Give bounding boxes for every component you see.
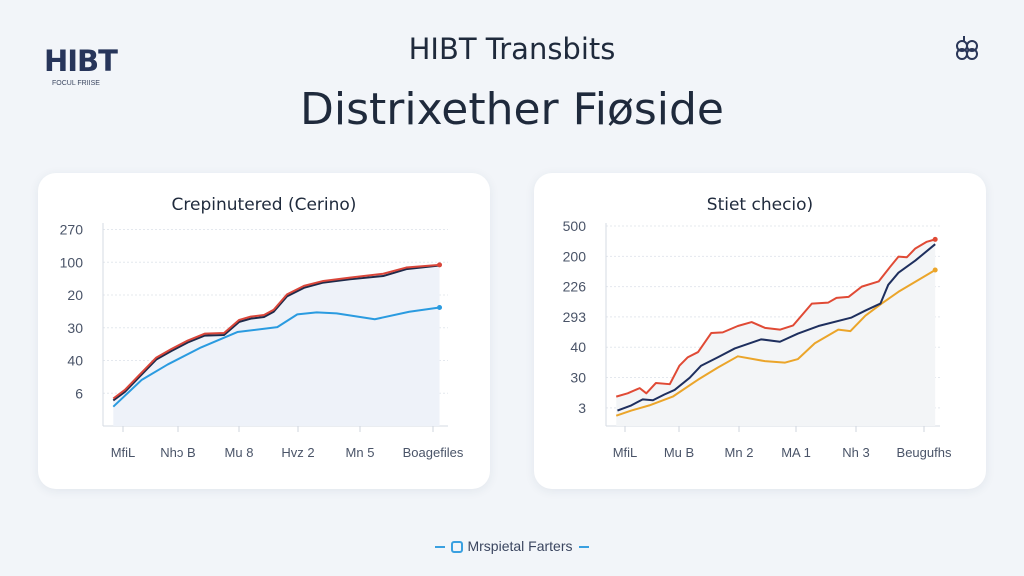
y-tick-label: 270 bbox=[60, 222, 84, 238]
data-point bbox=[932, 236, 938, 242]
y-tick-label: 20 bbox=[67, 287, 83, 303]
data-point bbox=[932, 267, 938, 273]
chart-card-right: Stiet checio) 3 30 40 293 226 200 500 MfiL Mu B Mn… bbox=[534, 173, 986, 489]
y-tick-label: 293 bbox=[563, 309, 587, 325]
y-tick-label: 100 bbox=[60, 254, 84, 270]
x-tick-label: Mn 2 bbox=[725, 445, 754, 460]
logo: HIBT FOCUL FRIISE bbox=[44, 44, 118, 87]
line-chart-left: Crepinutered (Cerino) 6 40 30 20 100 270 MfiL Nh… bbox=[60, 195, 464, 460]
series-line bbox=[112, 263, 440, 400]
x-tick-label: Mu 8 bbox=[225, 445, 254, 460]
y-tick-label: 40 bbox=[67, 353, 83, 369]
x-tick-label: MA 1 bbox=[781, 445, 811, 460]
x-tick-label: Mu B bbox=[664, 445, 694, 460]
chart-card-left: Crepinutered (Cerino) 6 40 30 20 100 270 MfiL Nh… bbox=[38, 173, 490, 489]
divider bbox=[435, 546, 446, 549]
chart-title: Crepinutered (Cerino) bbox=[172, 195, 357, 215]
page-subtitle: Distrixether Fiøside bbox=[299, 84, 725, 135]
y-tick-label: 3 bbox=[578, 400, 586, 416]
y-tick-label: 30 bbox=[570, 370, 586, 386]
flower-knot-icon bbox=[956, 36, 978, 60]
footer: Mrspietal Farters bbox=[0, 538, 1024, 554]
area-fill bbox=[616, 239, 936, 426]
y-tick-label: 200 bbox=[563, 248, 587, 264]
logo-text: HIBT bbox=[44, 44, 118, 78]
y-tick-label: 30 bbox=[67, 320, 83, 336]
x-tick-label: Beugufhs bbox=[897, 445, 952, 460]
x-tick-label: Boagefiles bbox=[403, 445, 464, 460]
series-line bbox=[617, 243, 936, 412]
page-title: HIBT Transbits bbox=[408, 32, 616, 66]
x-tick-label: MfiL bbox=[613, 445, 638, 460]
line-chart-right: Stiet checio) 3 30 40 293 226 200 500 MfiL Mu B Mn… bbox=[563, 195, 952, 460]
x-tick-label: Hvz 2 bbox=[281, 445, 314, 460]
series-line bbox=[112, 306, 440, 408]
y-tick-label: 40 bbox=[570, 339, 586, 355]
x-tick-label: Nhɔ B bbox=[160, 445, 195, 460]
divider bbox=[578, 546, 589, 549]
area-fill bbox=[113, 264, 440, 426]
series-line bbox=[112, 264, 440, 402]
series-line bbox=[615, 238, 936, 398]
x-tick-label: Nh 3 bbox=[842, 445, 869, 460]
y-tick-label: 226 bbox=[563, 279, 587, 295]
data-point bbox=[437, 304, 443, 310]
x-tick-label: Mn 5 bbox=[346, 445, 375, 460]
instagram-icon[interactable] bbox=[451, 541, 464, 554]
y-tick-label: 500 bbox=[563, 218, 587, 234]
data-point bbox=[437, 262, 443, 268]
chart-title: Stiet checio) bbox=[707, 195, 813, 215]
footer-text[interactable]: Mrspietal Farters bbox=[467, 538, 573, 554]
y-tick-label: 6 bbox=[75, 385, 83, 401]
series-line bbox=[615, 269, 936, 417]
logo-subtext: FOCUL FRIISE bbox=[52, 80, 100, 87]
x-tick-label: MfiL bbox=[111, 445, 136, 460]
